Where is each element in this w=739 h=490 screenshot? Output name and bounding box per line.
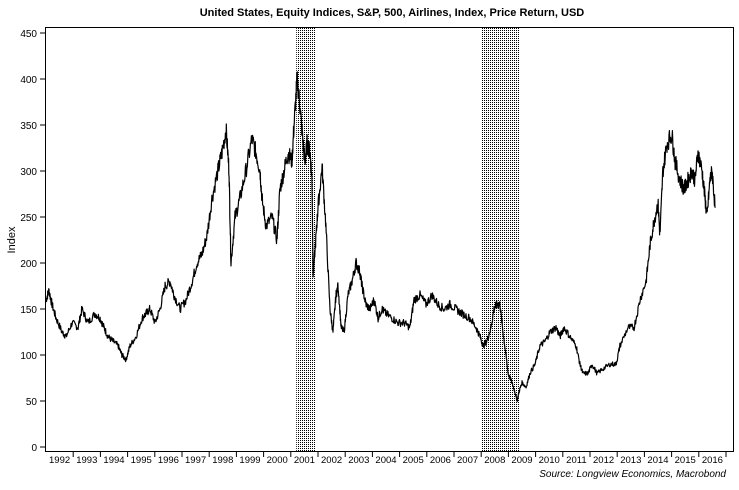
y-tick-label: 50 — [26, 397, 38, 408]
x-tick-label: 2009 — [511, 455, 532, 466]
x-tick-label: 2002 — [321, 455, 342, 466]
x-tick-label: 2016 — [702, 455, 723, 466]
x-tick-label: 1993 — [76, 455, 97, 466]
recession-shading — [481, 28, 520, 451]
x-tick-label: 2005 — [403, 455, 424, 466]
x-tick-label: 2000 — [267, 455, 288, 466]
x-tick-label: 2014 — [647, 455, 668, 466]
x-tick-label: 2003 — [348, 455, 369, 466]
x-tick-label: 1997 — [185, 455, 206, 466]
x-tick-label: 2011 — [566, 455, 586, 466]
x-tick-label: 2015 — [675, 455, 696, 466]
plot-frame — [45, 27, 734, 452]
source-note: Source: Longview Economics, Macrobond — [539, 469, 726, 480]
x-tick-label: 1999 — [239, 455, 260, 466]
x-tick-label: 2001 — [294, 455, 315, 466]
series-line-airlines-index — [45, 71, 716, 403]
y-axis-label: Index — [6, 226, 18, 253]
y-tick-label: 350 — [20, 121, 37, 132]
x-tick-label: 2013 — [620, 455, 641, 466]
y-tick-label: 300 — [20, 167, 37, 178]
x-tick-label: 2008 — [484, 455, 505, 466]
x-tick-label: 2010 — [539, 455, 560, 466]
x-tick-label: 2007 — [457, 455, 478, 466]
x-tick-label: 1994 — [103, 455, 124, 466]
x-tick-label: 2012 — [593, 455, 614, 466]
y-tick-label: 250 — [20, 213, 37, 224]
y-tick-label: 200 — [20, 259, 37, 270]
y-tick-label: 150 — [20, 305, 37, 316]
chart-title: United States, Equity Indices, S&P, 500,… — [200, 7, 585, 19]
x-tick-label: 1995 — [131, 455, 152, 466]
x-tick-label: 1996 — [158, 455, 179, 466]
y-tick-label: 100 — [20, 351, 37, 362]
y-tick-label: 0 — [31, 443, 37, 454]
recession-shading — [296, 28, 316, 451]
x-tick-label: 2004 — [375, 455, 396, 466]
y-tick-label: 450 — [20, 29, 37, 40]
y-tick-label: 400 — [20, 75, 37, 86]
x-tick-label: 1998 — [212, 455, 233, 466]
x-tick-label: 1992 — [49, 455, 70, 466]
x-tick-label: 2006 — [430, 455, 451, 466]
